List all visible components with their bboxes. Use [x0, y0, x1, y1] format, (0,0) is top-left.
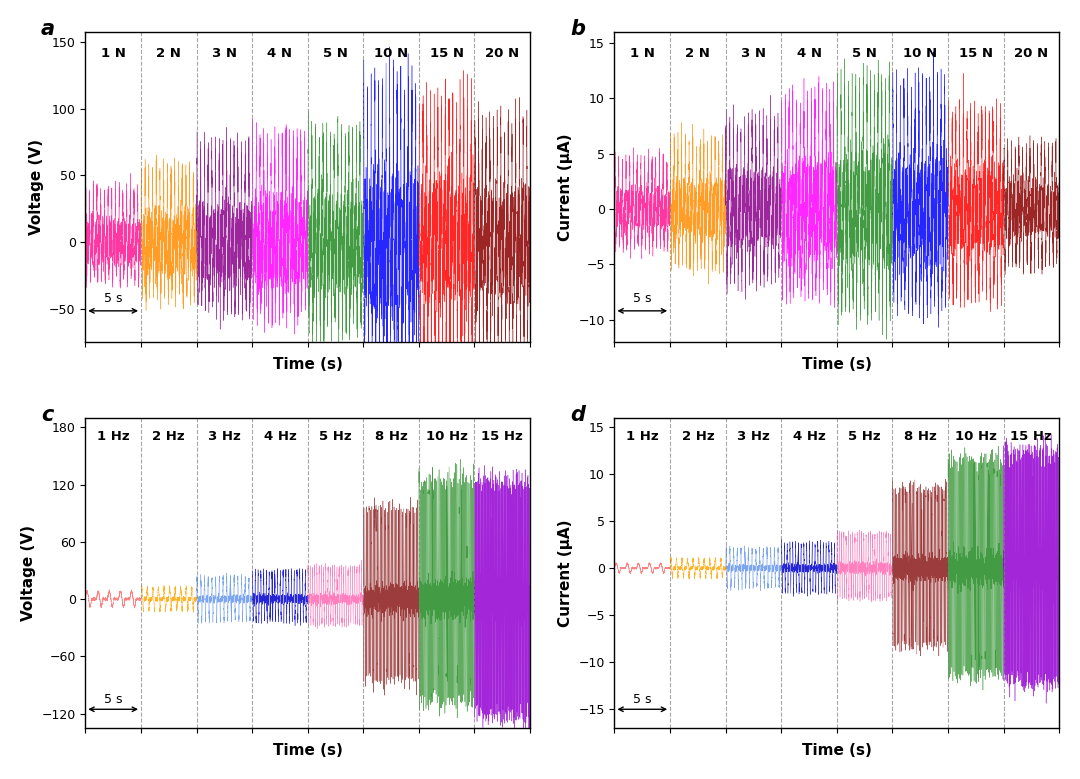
- X-axis label: Time (s): Time (s): [273, 743, 342, 758]
- Text: 10 N: 10 N: [374, 48, 408, 60]
- Text: 10 Hz: 10 Hz: [955, 430, 997, 443]
- Text: 5 s: 5 s: [633, 693, 651, 707]
- X-axis label: Time (s): Time (s): [273, 357, 342, 372]
- Text: 4 Hz: 4 Hz: [793, 430, 825, 443]
- Text: 2 Hz: 2 Hz: [152, 430, 185, 443]
- Text: 5 Hz: 5 Hz: [320, 430, 352, 443]
- Text: 20 N: 20 N: [1014, 48, 1049, 60]
- Text: 3 Hz: 3 Hz: [737, 430, 770, 443]
- Text: 10 N: 10 N: [903, 48, 937, 60]
- X-axis label: Time (s): Time (s): [801, 743, 872, 758]
- Text: 15 N: 15 N: [430, 48, 463, 60]
- Text: 1 N: 1 N: [630, 48, 654, 60]
- Text: 2 N: 2 N: [157, 48, 181, 60]
- Text: 5 s: 5 s: [633, 291, 651, 305]
- Text: 8 Hz: 8 Hz: [375, 430, 407, 443]
- Text: 2 N: 2 N: [686, 48, 711, 60]
- Text: a: a: [41, 19, 55, 39]
- Text: 20 N: 20 N: [485, 48, 519, 60]
- Text: 4 N: 4 N: [268, 48, 293, 60]
- X-axis label: Time (s): Time (s): [801, 357, 872, 372]
- Text: 8 Hz: 8 Hz: [904, 430, 936, 443]
- Text: 4 Hz: 4 Hz: [264, 430, 296, 443]
- Text: 5 s: 5 s: [104, 693, 122, 707]
- Text: 3 N: 3 N: [741, 48, 766, 60]
- Text: 15 N: 15 N: [959, 48, 993, 60]
- Text: 15 Hz: 15 Hz: [1011, 430, 1052, 443]
- Text: 3 N: 3 N: [212, 48, 237, 60]
- Text: 1 N: 1 N: [100, 48, 125, 60]
- Text: d: d: [570, 405, 585, 425]
- Text: b: b: [570, 19, 585, 39]
- Y-axis label: Voltage (V): Voltage (V): [21, 525, 36, 621]
- Text: 1 Hz: 1 Hz: [626, 430, 659, 443]
- Text: 5 N: 5 N: [323, 48, 348, 60]
- Text: 5 s: 5 s: [104, 291, 122, 305]
- Text: 2 Hz: 2 Hz: [681, 430, 714, 443]
- Text: 10 Hz: 10 Hz: [426, 430, 468, 443]
- Text: 5 Hz: 5 Hz: [848, 430, 881, 443]
- Text: 4 N: 4 N: [797, 48, 822, 60]
- Text: 5 N: 5 N: [852, 48, 877, 60]
- Text: 15 Hz: 15 Hz: [482, 430, 523, 443]
- Y-axis label: Current (μA): Current (μA): [558, 519, 572, 626]
- Text: 3 Hz: 3 Hz: [208, 430, 241, 443]
- Y-axis label: Current (μA): Current (μA): [558, 133, 572, 241]
- Text: 1 Hz: 1 Hz: [97, 430, 130, 443]
- Y-axis label: Voltage (V): Voltage (V): [28, 139, 43, 234]
- Text: c: c: [41, 405, 53, 425]
